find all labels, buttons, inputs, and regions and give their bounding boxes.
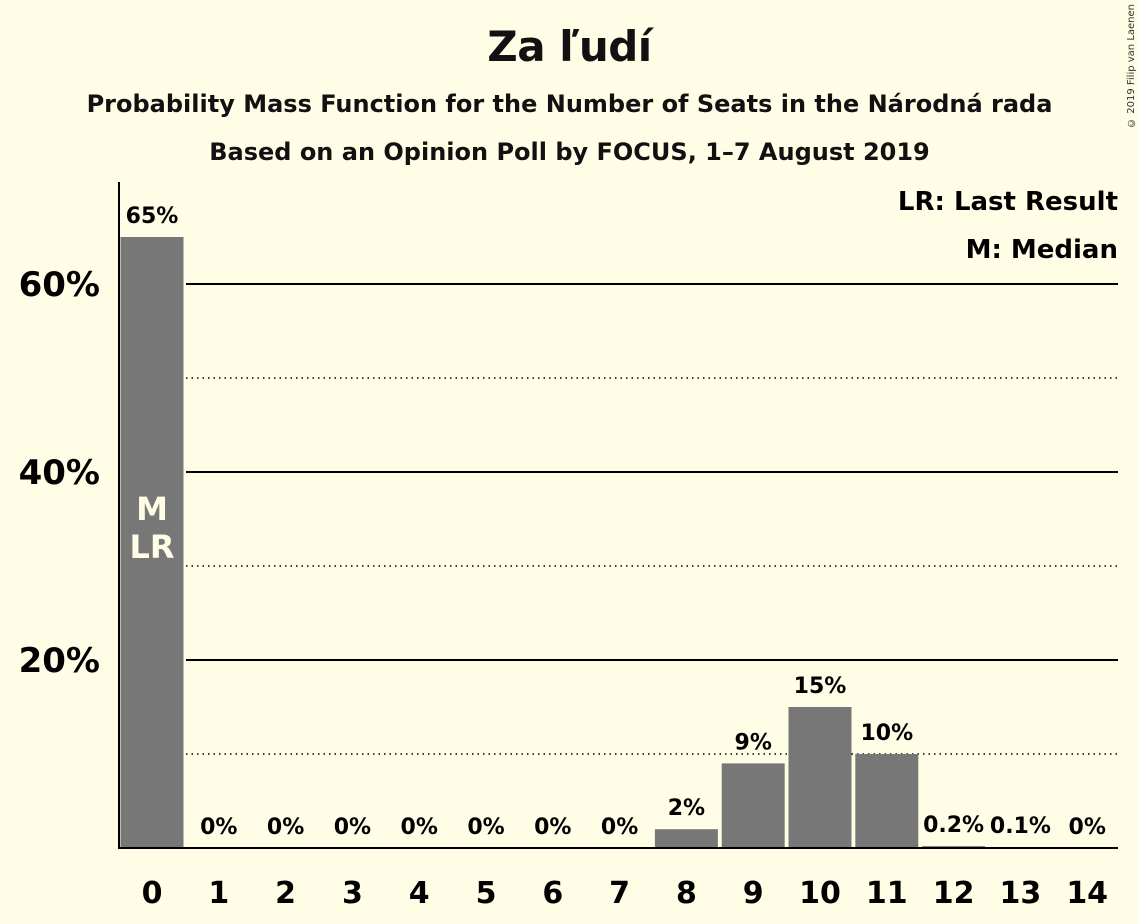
x-tick-label: 0 bbox=[142, 876, 163, 911]
x-axis-ticks: 0 1 2 3 4 5 6 7 8 9 10 11 12 13 14 bbox=[142, 876, 1109, 911]
data-label: 0% bbox=[200, 815, 237, 840]
bar bbox=[788, 707, 852, 848]
data-label: 0% bbox=[334, 815, 371, 840]
data-label: 65% bbox=[126, 204, 179, 229]
bars bbox=[120, 237, 1052, 848]
x-tick-label: 6 bbox=[542, 876, 563, 911]
legend-entry: M: Median bbox=[966, 235, 1118, 265]
legend-entry: LR: Last Result bbox=[898, 187, 1118, 217]
bar bbox=[120, 237, 184, 848]
bar-annotation: LR bbox=[129, 528, 174, 566]
x-tick-label: 2 bbox=[275, 876, 296, 911]
y-axis-ticks: 20% 40% 60% bbox=[19, 265, 100, 681]
data-label: 0% bbox=[467, 815, 504, 840]
x-tick-label: 11 bbox=[866, 876, 908, 911]
x-tick-label: 7 bbox=[609, 876, 630, 911]
data-label: 0.1% bbox=[990, 814, 1051, 839]
chart-subtitle: Probability Mass Function for the Number… bbox=[86, 90, 1053, 118]
x-tick-label: 14 bbox=[1066, 876, 1108, 911]
data-label: 9% bbox=[735, 730, 772, 755]
data-label: 0.2% bbox=[923, 813, 984, 838]
x-tick-label: 4 bbox=[409, 876, 430, 911]
y-tick-label: 40% bbox=[19, 453, 100, 493]
data-label: 10% bbox=[860, 721, 913, 746]
x-tick-label: 13 bbox=[1000, 876, 1042, 911]
x-tick-label: 5 bbox=[476, 876, 497, 911]
x-tick-label: 8 bbox=[676, 876, 697, 911]
x-tick-label: 3 bbox=[342, 876, 363, 911]
data-label: 15% bbox=[794, 674, 847, 699]
data-label: 0% bbox=[601, 815, 638, 840]
x-tick-label: 10 bbox=[799, 876, 841, 911]
axes bbox=[118, 182, 1118, 849]
data-label: 0% bbox=[534, 815, 571, 840]
x-tick-label: 1 bbox=[208, 876, 229, 911]
bar-annotations: MLR bbox=[129, 490, 174, 566]
data-label: 0% bbox=[1069, 815, 1106, 840]
y-tick-label: 20% bbox=[19, 641, 100, 681]
bar-annotation: M bbox=[136, 490, 168, 528]
y-tick-label: 60% bbox=[19, 265, 100, 305]
chart-title: Za ľudí bbox=[487, 22, 652, 71]
chart-subtitle-source: Based on an Opinion Poll by FOCUS, 1–7 A… bbox=[209, 138, 930, 166]
x-tick-label: 12 bbox=[933, 876, 975, 911]
data-label: 0% bbox=[401, 815, 438, 840]
data-labels: 65% 0% 0% 0% 0% 0% 0% 0% 2% 9% 15% 10% 0.2% 0.1% 0% bbox=[126, 204, 1106, 840]
bar bbox=[855, 754, 919, 848]
x-tick-label: 9 bbox=[743, 876, 764, 911]
gridlines bbox=[186, 283, 1118, 755]
data-label: 2% bbox=[668, 796, 705, 821]
data-label: 0% bbox=[267, 815, 304, 840]
bar bbox=[654, 829, 718, 848]
bar bbox=[721, 763, 785, 848]
legend: LR: Last Result M: Median bbox=[898, 187, 1118, 265]
